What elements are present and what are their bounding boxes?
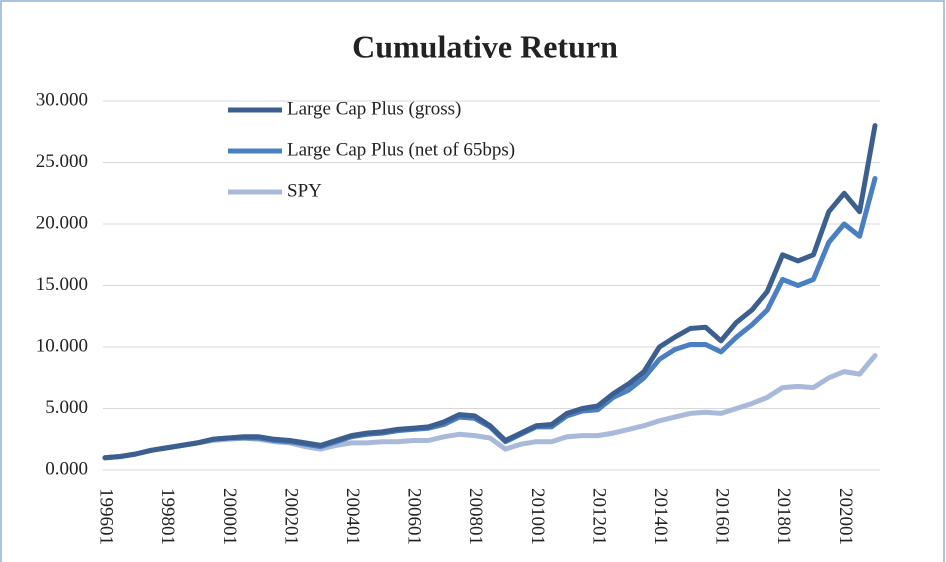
x-tick-label: 200601 — [404, 488, 425, 545]
legend-label: Large Cap Plus (net of 65bps) — [287, 139, 515, 160]
x-tick-label: 200401 — [342, 488, 363, 545]
x-tick-label: 200201 — [280, 488, 301, 545]
x-tick-label: 202001 — [835, 488, 856, 545]
y-tick-label: 20.000 — [36, 212, 88, 233]
x-tick-label: 201801 — [773, 488, 794, 545]
chart-title: Cumulative Return — [352, 28, 618, 64]
x-tick-label: 199601 — [96, 488, 117, 545]
y-tick-label: 15.000 — [36, 274, 88, 295]
legend-label: Large Cap Plus (gross) — [287, 98, 461, 119]
legend-label: SPY — [287, 180, 322, 201]
x-tick-label: 200001 — [219, 488, 240, 545]
x-tick-label: 200801 — [465, 488, 486, 545]
x-tick-label: 201001 — [527, 488, 548, 545]
y-tick-label: 30.000 — [36, 89, 88, 110]
x-tick-label: 201201 — [588, 488, 609, 545]
y-tick-label: 25.000 — [36, 151, 88, 172]
x-tick-label: 201601 — [712, 488, 733, 545]
x-tick-label: 201401 — [650, 488, 671, 545]
series-line — [102, 123, 878, 461]
y-tick-label: 10.000 — [36, 335, 88, 356]
y-tick-label: 0.000 — [45, 458, 88, 479]
y-tick-label: 5.000 — [45, 397, 88, 418]
x-tick-label: 199801 — [157, 488, 178, 545]
